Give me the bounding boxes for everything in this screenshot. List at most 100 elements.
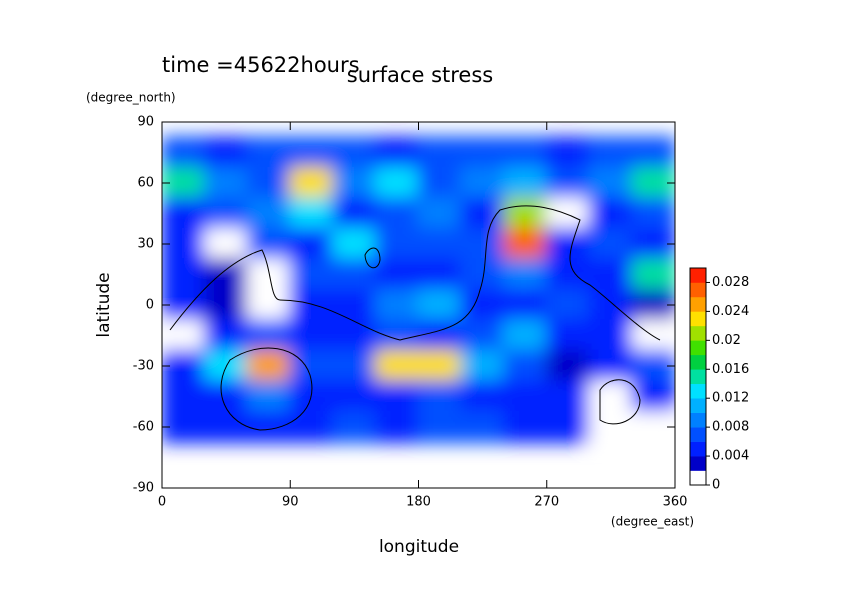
y-tick-label: 30 (137, 237, 154, 252)
field-cell (246, 166, 292, 200)
field-cell (203, 136, 249, 169)
field-cell (374, 349, 420, 383)
field-cell (503, 197, 548, 230)
colorbar-swatch (690, 282, 706, 298)
coastlines (169, 205, 661, 431)
colorbar-tick-label: 0.016 (712, 362, 749, 377)
field-cell (588, 319, 634, 352)
field-cell (332, 227, 377, 261)
field-cell (332, 410, 377, 444)
field-cell (203, 288, 249, 322)
field-cell (545, 319, 591, 352)
field-cell (289, 319, 334, 352)
field-cell (289, 197, 334, 230)
field-cell (162, 197, 206, 230)
field-cell (460, 197, 505, 230)
colorbar-swatch (690, 311, 706, 327)
field-cell (460, 288, 505, 322)
field-cell (631, 380, 675, 413)
colorbar-swatch (690, 383, 706, 399)
field-cell (588, 380, 634, 413)
field-cell (162, 258, 206, 291)
field-cell (545, 197, 591, 230)
field-cell (460, 410, 505, 444)
chart-title: surface stress (347, 63, 493, 87)
field-cell (203, 319, 249, 352)
y-tick-label: -60 (133, 420, 154, 435)
field-cell (332, 197, 377, 230)
x-axis-label: longitude (379, 537, 459, 557)
field-cell (503, 258, 548, 291)
field-cell (289, 258, 334, 291)
colorbar-tick-label: 0.02 (712, 333, 741, 348)
field-cell (417, 227, 463, 261)
x-tick-label: 180 (406, 495, 431, 510)
field-cell (246, 349, 292, 383)
field-cell (246, 410, 292, 444)
field-cell (203, 197, 249, 230)
field-cell (246, 258, 292, 291)
field-cells (162, 136, 675, 444)
field-cell (545, 166, 591, 200)
field-cell (588, 166, 634, 200)
field-cell (332, 319, 377, 352)
field-cell (631, 319, 675, 352)
field-cell (545, 258, 591, 291)
colorbar-swatch (690, 456, 706, 471)
field-cell (588, 349, 634, 383)
field-cell (503, 166, 548, 200)
colorbar-swatch (690, 412, 706, 428)
field-cell (374, 197, 420, 230)
colorbar-swatch (690, 441, 706, 457)
subtitle: time =45622hours (162, 53, 360, 77)
x-tick-label: 0 (158, 495, 166, 510)
field-cell (460, 380, 505, 413)
field-cell (417, 288, 463, 322)
field-cell (246, 288, 292, 322)
field-cell (503, 319, 548, 352)
field-cell (503, 288, 548, 322)
field-cell (289, 136, 334, 169)
field-cell (417, 410, 463, 444)
field-cell (289, 349, 334, 383)
field-cell (503, 136, 548, 169)
field-cell (332, 380, 377, 413)
field-cell (332, 258, 377, 291)
field-cell (460, 319, 505, 352)
field-cell (503, 380, 548, 413)
colorbar-swatch (690, 470, 706, 486)
field-cell (417, 136, 463, 169)
field-cell (588, 288, 634, 322)
field-cell (417, 197, 463, 230)
field-cell (503, 227, 548, 261)
x-tick-label: 360 (663, 495, 688, 510)
y-tick-label: 60 (137, 176, 154, 191)
field-cell (545, 136, 591, 169)
colorbar-swatch (690, 340, 706, 356)
field-cell (545, 380, 591, 413)
field-cell (203, 227, 249, 261)
field-cell (374, 258, 420, 291)
field-cell (332, 136, 377, 169)
colorbar-tick-label: 0.008 (712, 420, 749, 435)
x-tick-label: 270 (534, 495, 559, 510)
field-cell (460, 136, 505, 169)
y-unit: (degree_north) (86, 91, 176, 105)
field-cell (289, 288, 334, 322)
field-cell (588, 258, 634, 291)
field-cell (460, 258, 505, 291)
field-cell (162, 136, 206, 169)
colorbar-swatch (690, 268, 706, 283)
colorbar-swatch (690, 296, 706, 312)
field-cell (588, 136, 634, 169)
x-tick-label: 90 (282, 495, 299, 510)
y-axis-label: latitude (94, 272, 114, 337)
field-cell (460, 166, 505, 200)
field-cell (417, 258, 463, 291)
y-tick-label: 90 (137, 115, 154, 130)
colorbar-swatch (690, 325, 706, 341)
field-cell (203, 410, 249, 444)
field-cell (588, 197, 634, 230)
field-cell (460, 349, 505, 383)
